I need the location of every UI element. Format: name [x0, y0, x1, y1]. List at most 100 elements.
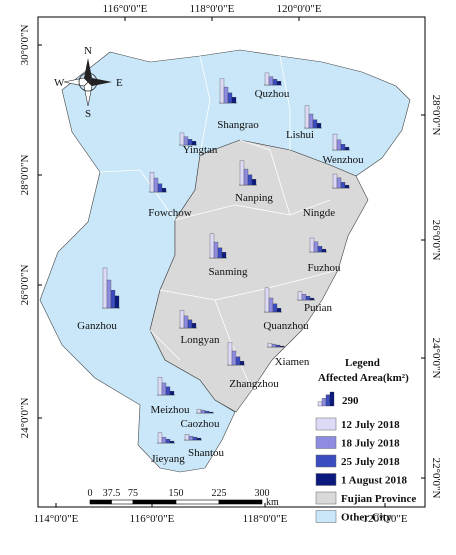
area-bar — [157, 376, 163, 396]
lat-label-left: 24°0'0"N — [19, 398, 31, 439]
area-bar — [191, 140, 197, 146]
area-bar — [336, 139, 342, 151]
compass-w: W — [54, 77, 65, 89]
city-name: Shangrao — [217, 119, 259, 131]
scale-label: 37.5 — [103, 488, 121, 499]
lon-label-top: 120°0'0"E — [276, 3, 321, 15]
legend-swatch — [315, 436, 337, 449]
lat-label-right: 24°0'0"N — [430, 338, 442, 379]
scale-unit: km — [266, 497, 279, 508]
legend-label: Fujian Province — [341, 493, 416, 505]
area-bar — [308, 113, 314, 129]
lat-label-right: 28°0'0"N — [430, 95, 442, 136]
scale-segment — [218, 499, 263, 505]
compass-s: S — [85, 108, 91, 120]
legend-icon-bar — [317, 401, 323, 407]
legend-reference-bar — [329, 391, 335, 407]
lon-label-bottom: 120°0'0"E — [362, 513, 407, 525]
area-bar — [169, 390, 175, 396]
area-bar — [305, 295, 311, 301]
city-name: Putian — [304, 302, 333, 314]
area-bar — [317, 246, 323, 253]
area-bar — [161, 187, 167, 193]
city-name: Ganzhou — [77, 320, 117, 332]
area-bar — [227, 342, 233, 366]
area-bar — [272, 79, 278, 86]
area-bar — [161, 382, 167, 396]
area-bar — [188, 435, 194, 441]
scale-label: 75 — [128, 488, 138, 499]
lat-label-left: 28°0'0"N — [19, 155, 31, 196]
area-bar — [301, 294, 307, 301]
area-bar — [267, 342, 273, 348]
area-bar — [161, 437, 167, 444]
area-bar — [272, 303, 278, 313]
area-bar — [332, 133, 338, 151]
area-bar — [204, 410, 210, 414]
area-bar — [209, 233, 215, 259]
lat-label-left: 30°0'0"N — [19, 25, 31, 66]
legend-label: Other City — [341, 512, 392, 524]
legend-swatch — [315, 454, 337, 468]
city-name: Nanping — [235, 192, 273, 204]
city-name: Meizhou — [150, 404, 190, 416]
area-bar — [268, 76, 274, 86]
city-name: Jieyang — [151, 453, 185, 465]
area-bar — [231, 350, 237, 366]
legend-subtitle: Affected Area(km²) — [318, 372, 409, 384]
area-bar — [297, 291, 303, 301]
area-bar — [276, 80, 282, 86]
compass-e: E — [116, 77, 123, 89]
scale-label: 150 — [169, 488, 184, 499]
fujian-region — [149, 139, 369, 413]
legend-label: 25 July 2018 — [341, 456, 400, 468]
area-bar — [157, 432, 163, 444]
area-bar — [169, 440, 175, 444]
legend-swatch — [315, 491, 337, 505]
area-bar — [275, 344, 281, 348]
area-bar — [179, 309, 185, 329]
area-bar — [227, 92, 233, 104]
area-bar — [321, 248, 327, 253]
city-name: Ningde — [303, 207, 336, 219]
legend-swatch — [315, 510, 337, 523]
area-bar — [332, 173, 338, 189]
area-bar — [276, 307, 282, 313]
legend-icon-bar — [325, 394, 331, 407]
area-bar — [165, 438, 171, 444]
area-bar — [191, 323, 197, 329]
area-bar — [344, 146, 350, 151]
area-bar — [106, 279, 112, 309]
city-name: Longyan — [180, 334, 220, 346]
area-bar — [247, 174, 253, 186]
scale-segment — [111, 499, 134, 505]
area-bar — [196, 437, 202, 441]
scale-segment — [175, 499, 220, 505]
area-bar — [279, 345, 285, 348]
city-name: Lishui — [286, 129, 314, 141]
area-bar — [340, 182, 346, 189]
area-bar — [102, 267, 108, 309]
area-bar — [153, 177, 159, 193]
legend-swatch — [315, 473, 337, 486]
area-bar — [110, 289, 116, 309]
area-bar — [340, 144, 346, 151]
city-name: Zhangzhou — [229, 378, 279, 390]
city-boundaries — [99, 55, 339, 391]
legend-title: Legend — [345, 357, 380, 369]
legend-swatch — [315, 417, 337, 431]
area-bar — [219, 78, 225, 104]
area-bar — [114, 295, 120, 309]
area-bar — [344, 184, 350, 189]
city-name: Fowchow — [148, 207, 191, 219]
area-bar — [313, 241, 319, 253]
legend-reference-label: 290 — [342, 395, 359, 407]
area-bar — [268, 297, 274, 313]
city-name: Yingtan — [183, 144, 218, 156]
lat-label-left: 26°0'0"N — [19, 265, 31, 306]
area-bar — [251, 179, 257, 186]
scale-segment — [89, 499, 112, 505]
area-bar — [196, 408, 202, 414]
area-bar — [304, 105, 310, 129]
area-bar — [192, 436, 198, 441]
